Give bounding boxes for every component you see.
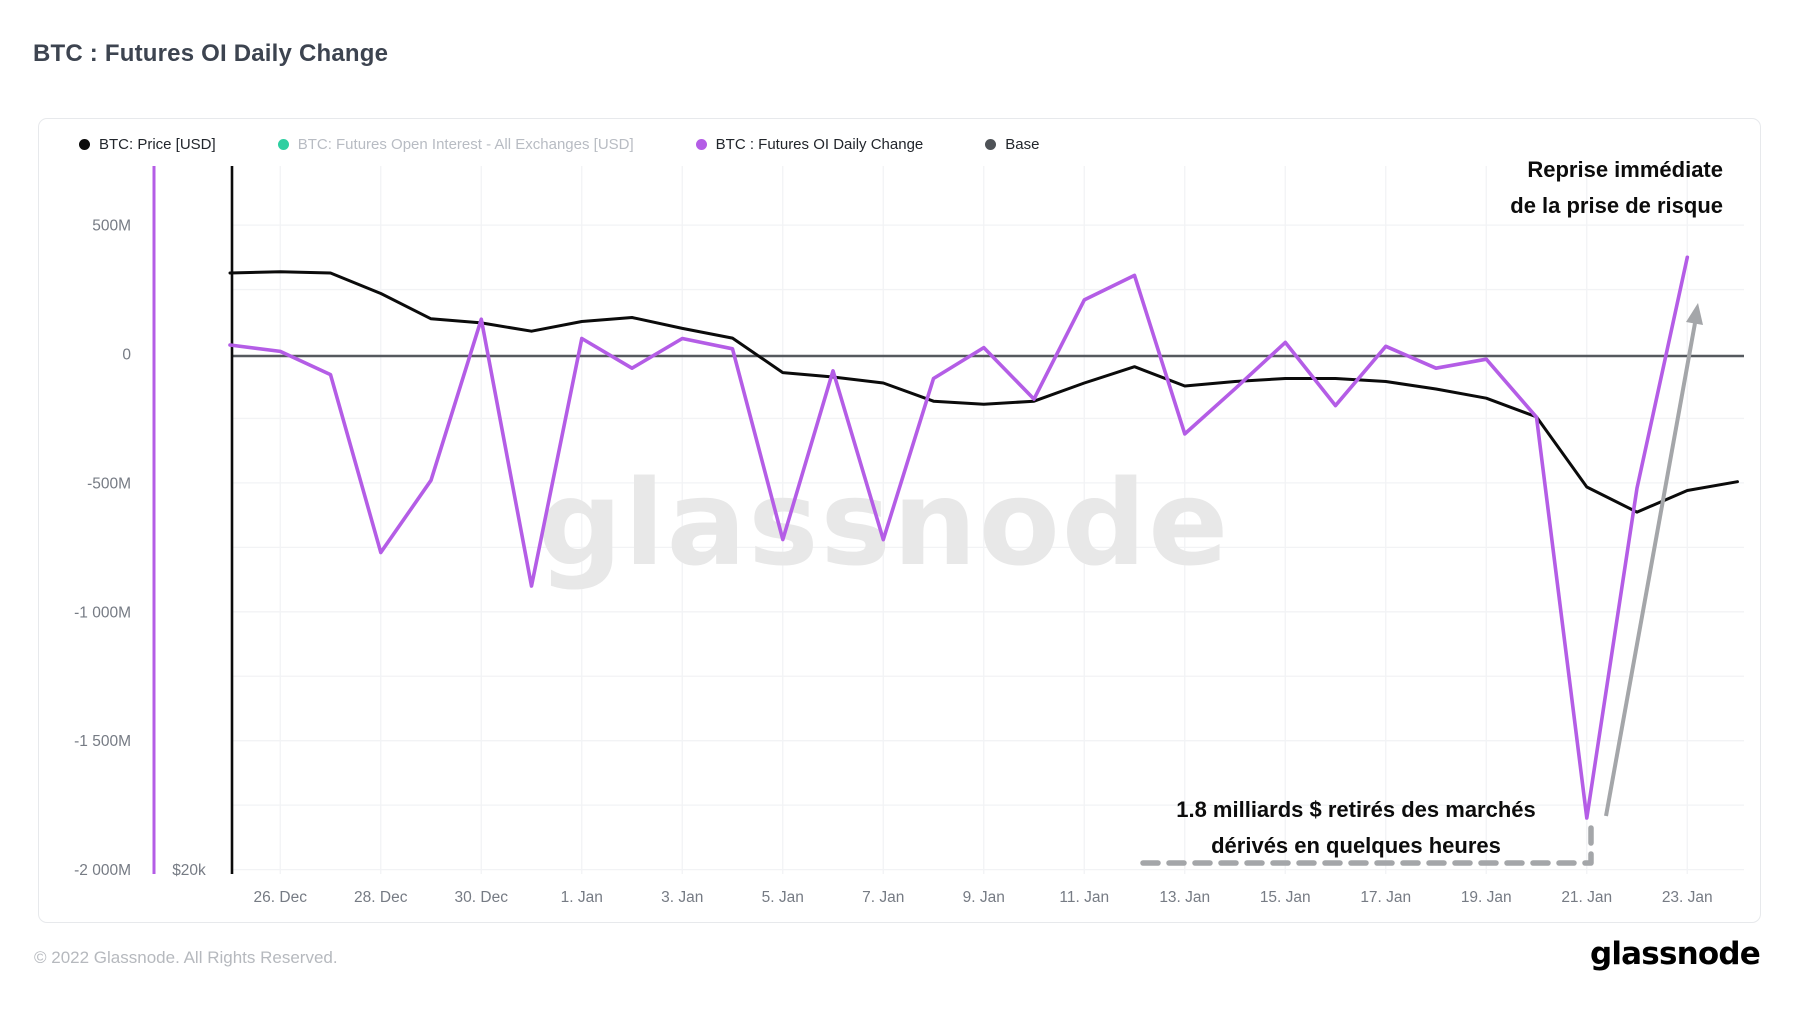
callout-dashed-line — [1140, 818, 1594, 866]
legend-label: Base — [1005, 136, 1040, 153]
x-axis-tick-label: 3. Jan — [661, 889, 703, 906]
x-axis-tick-label: 5. Jan — [762, 889, 804, 906]
oi-daily-change-line — [228, 255, 1690, 820]
x-axis-tick-label: 11. Jan — [1059, 889, 1109, 906]
x-axis-tick-label: 9. Jan — [963, 889, 1005, 906]
watermark: glassnode — [538, 454, 1231, 592]
page-title: BTC : Futures OI Daily Change — [33, 40, 389, 67]
x-axis-tick-label: 30. Dec — [455, 889, 509, 906]
legend-label: BTC: Futures Open Interest - All Exchang… — [297, 136, 634, 153]
x-axis-tick-label: 1. Jan — [561, 889, 603, 906]
y-axis-tick-label: -500M — [87, 475, 131, 492]
x-axis-tick-label: 21. Jan — [1561, 889, 1612, 906]
legend-swatch-icon — [277, 139, 289, 150]
annotation-bottom: dérivés en quelques heures — [1211, 833, 1501, 858]
x-axis-tick-label: 13. Jan — [1159, 889, 1210, 906]
legend-swatch-icon — [985, 139, 997, 150]
x-axis-tick-label: 26. Dec — [254, 889, 308, 906]
x-axis-tick-label: 15. Jan — [1260, 889, 1311, 906]
legend-label: BTC: Price [USD] — [99, 136, 216, 153]
x-axis-tick-label: 23. Jan — [1662, 889, 1713, 906]
legend-label: BTC : Futures OI Daily Change — [715, 136, 924, 153]
legend-swatch-icon — [79, 139, 90, 150]
glassnode-logo: glassnode — [1589, 936, 1761, 972]
chart-legend: BTC: Price [USD] BTC: Futures Open Intere… — [79, 136, 1039, 153]
annotation-top-right: Reprise immédiate — [1527, 157, 1723, 182]
recovery-arrowhead-icon — [1686, 303, 1703, 325]
chart-card: BTC: Price [USD] BTC: Futures Open Intere… — [38, 118, 1761, 923]
footer-copyright: © 2022 Glassnode. All Rights Reserved. — [34, 948, 338, 967]
recovery-arrow — [1604, 322, 1697, 817]
chart-plot-area: glassnode 500M 0 -500M -1 000M -1 500M -2 000M… — [74, 157, 1744, 906]
x-axis-tick-label: 19. Jan — [1461, 889, 1512, 906]
y-axis-tick-label: 0 — [122, 347, 131, 364]
x-axis-tick-label: 28. Dec — [354, 889, 408, 906]
legend-item-3[interactable]: Base — [985, 136, 1039, 153]
legend-item-1[interactable]: BTC: Futures Open Interest - All Exchang… — [277, 136, 634, 153]
y-axis-tick-label: 500M — [92, 218, 131, 235]
y-axis-tick-label: -2 000M — [74, 862, 131, 879]
x-axis-tick-label: 17. Jan — [1360, 889, 1411, 906]
legend-swatch-icon — [695, 139, 707, 150]
y-axis-tick-label: -1 500M — [74, 733, 131, 750]
annotation-bottom: 1.8 milliards $ retirés des marchés — [1176, 797, 1536, 822]
legend-item-2[interactable]: BTC : Futures OI Daily Change — [695, 136, 924, 153]
annotation-top-right: de la prise de risque — [1510, 193, 1723, 218]
legend-item-0[interactable]: BTC: Price [USD] — [79, 136, 216, 153]
price-axis-tick-label: $20k — [172, 862, 206, 879]
x-axis-tick-label: 7. Jan — [862, 889, 904, 906]
y-axis-tick-label: -1 000M — [74, 604, 131, 621]
